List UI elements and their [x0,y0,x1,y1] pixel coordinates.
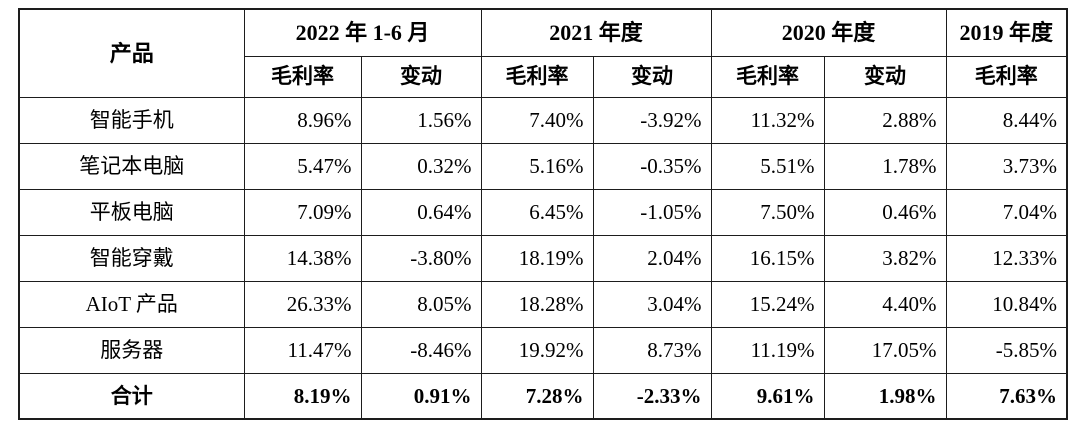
period-header-2021: 2021 年度 [480,8,712,57]
subheader-gross-margin: 毛利率 [480,55,594,98]
value-cell: 7.09% [243,188,362,236]
value-cell: 0.46% [823,188,947,236]
subheader-change: 变动 [360,55,482,98]
gross-margin-table: 产品 2022 年 1-6 月 2021 年度 2020 年度 2019 年度 … [18,8,1069,420]
value-cell: -2.33% [592,372,712,420]
subheader-gross-margin: 毛利率 [710,55,825,98]
corner-header-product: 产品 [18,8,245,98]
value-cell: 8.19% [243,372,362,420]
value-cell: 2.04% [592,234,712,282]
period-header-2020: 2020 年度 [710,8,947,57]
value-cell: 5.51% [710,142,825,190]
value-cell: 11.47% [243,326,362,374]
subheader-change: 变动 [823,55,947,98]
value-cell: 7.40% [480,96,594,144]
value-cell: 4.40% [823,280,947,328]
value-cell: 9.61% [710,372,825,420]
value-cell: 1.98% [823,372,947,420]
header-row-periods: 产品 2022 年 1-6 月 2021 年度 2020 年度 2019 年度 [18,8,1068,98]
value-cell: -3.92% [592,96,712,144]
value-cell: -0.35% [592,142,712,190]
value-cell: 15.24% [710,280,825,328]
table-row-aiot: AIoT 产品 26.33% 8.05% 18.28% 3.04% 15.24%… [18,280,1068,328]
value-cell: 8.73% [592,326,712,374]
value-cell: 0.64% [360,188,482,236]
value-cell: 19.92% [480,326,594,374]
product-cell: 平板电脑 [18,188,245,236]
value-cell: -3.80% [360,234,482,282]
value-cell: 10.84% [945,280,1068,328]
table-row-total: 合计 8.19% 0.91% 7.28% -2.33% 9.61% 1.98% … [18,372,1068,420]
value-cell: -8.46% [360,326,482,374]
table-body: 智能手机 8.96% 1.56% 7.40% -3.92% 11.32% 2.8… [18,96,1068,420]
value-cell: 11.32% [710,96,825,144]
value-cell: -5.85% [945,326,1068,374]
value-cell: 18.19% [480,234,594,282]
value-cell: 1.56% [360,96,482,144]
value-cell: 16.15% [710,234,825,282]
period-header-2022h1: 2022 年 1-6 月 [243,8,482,57]
value-cell: 7.50% [710,188,825,236]
table-row-wearables: 智能穿戴 14.38% -3.80% 18.19% 2.04% 16.15% 3… [18,234,1068,282]
product-cell: 笔记本电脑 [18,142,245,190]
product-cell: 服务器 [18,326,245,374]
subheader-change: 变动 [592,55,712,98]
value-cell: -1.05% [592,188,712,236]
value-cell: 11.19% [710,326,825,374]
value-cell: 12.33% [945,234,1068,282]
product-cell: 智能手机 [18,96,245,144]
value-cell: 5.47% [243,142,362,190]
table-header: 产品 2022 年 1-6 月 2021 年度 2020 年度 2019 年度 … [18,8,1068,98]
period-header-2019: 2019 年度 [945,8,1068,57]
product-cell: 智能穿戴 [18,234,245,282]
value-cell: 14.38% [243,234,362,282]
value-cell: 8.44% [945,96,1068,144]
value-cell: 0.32% [360,142,482,190]
value-cell: 3.82% [823,234,947,282]
value-cell: 26.33% [243,280,362,328]
subheader-gross-margin: 毛利率 [243,55,362,98]
value-cell: 3.73% [945,142,1068,190]
product-cell: AIoT 产品 [18,280,245,328]
value-cell: 17.05% [823,326,947,374]
value-cell: 6.45% [480,188,594,236]
table-row-tablet: 平板电脑 7.09% 0.64% 6.45% -1.05% 7.50% 0.46… [18,188,1068,236]
value-cell: 7.28% [480,372,594,420]
subheader-gross-margin: 毛利率 [945,55,1068,98]
value-cell: 0.91% [360,372,482,420]
value-cell: 3.04% [592,280,712,328]
table-row-server: 服务器 11.47% -8.46% 19.92% 8.73% 11.19% 17… [18,326,1068,374]
table-row-laptop: 笔记本电脑 5.47% 0.32% 5.16% -0.35% 5.51% 1.7… [18,142,1068,190]
value-cell: 1.78% [823,142,947,190]
product-cell: 合计 [18,372,245,420]
value-cell: 8.96% [243,96,362,144]
value-cell: 5.16% [480,142,594,190]
value-cell: 18.28% [480,280,594,328]
value-cell: 7.04% [945,188,1068,236]
value-cell: 7.63% [945,372,1068,420]
table-row-smartphone: 智能手机 8.96% 1.56% 7.40% -3.92% 11.32% 2.8… [18,96,1068,144]
value-cell: 2.88% [823,96,947,144]
value-cell: 8.05% [360,280,482,328]
